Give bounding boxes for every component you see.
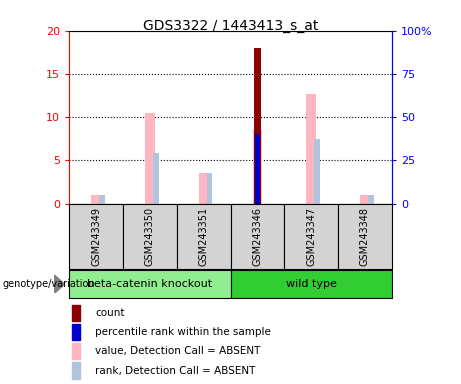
Bar bbox=[72, 324, 80, 340]
Text: GSM243347: GSM243347 bbox=[306, 207, 316, 266]
Bar bbox=[368, 195, 374, 204]
Text: GSM243350: GSM243350 bbox=[145, 207, 155, 266]
Text: GSM243349: GSM243349 bbox=[91, 207, 101, 266]
Text: genotype/variation: genotype/variation bbox=[2, 279, 95, 289]
Bar bbox=[360, 195, 370, 204]
Bar bbox=[177, 204, 230, 269]
Text: GDS3322 / 1443413_s_at: GDS3322 / 1443413_s_at bbox=[143, 19, 318, 33]
Text: wild type: wild type bbox=[286, 278, 337, 288]
Text: rank, Detection Call = ABSENT: rank, Detection Call = ABSENT bbox=[95, 366, 255, 376]
Text: GSM243348: GSM243348 bbox=[360, 207, 370, 266]
Bar bbox=[284, 204, 338, 269]
Bar bbox=[207, 173, 213, 204]
Bar bbox=[72, 343, 80, 359]
Text: GSM243346: GSM243346 bbox=[252, 207, 262, 266]
Bar bbox=[69, 270, 230, 298]
Bar bbox=[253, 130, 262, 204]
Bar bbox=[91, 195, 101, 204]
Bar bbox=[123, 204, 177, 269]
Text: percentile rank within the sample: percentile rank within the sample bbox=[95, 327, 271, 337]
Polygon shape bbox=[54, 275, 65, 293]
Text: beta-catenin knockout: beta-catenin knockout bbox=[87, 278, 213, 288]
Bar bbox=[69, 204, 123, 269]
Bar bbox=[99, 195, 105, 204]
Bar bbox=[145, 113, 155, 204]
Text: count: count bbox=[95, 308, 124, 318]
Bar bbox=[255, 134, 260, 204]
Bar bbox=[254, 48, 260, 204]
Bar bbox=[306, 94, 316, 204]
Bar bbox=[153, 154, 159, 204]
Bar bbox=[338, 204, 392, 269]
Bar bbox=[72, 305, 80, 321]
Bar bbox=[314, 139, 320, 204]
Text: value, Detection Call = ABSENT: value, Detection Call = ABSENT bbox=[95, 346, 260, 356]
Text: GSM243351: GSM243351 bbox=[199, 207, 209, 266]
Bar bbox=[230, 204, 284, 269]
Bar bbox=[230, 270, 392, 298]
Bar bbox=[72, 362, 80, 379]
Bar bbox=[199, 173, 208, 204]
